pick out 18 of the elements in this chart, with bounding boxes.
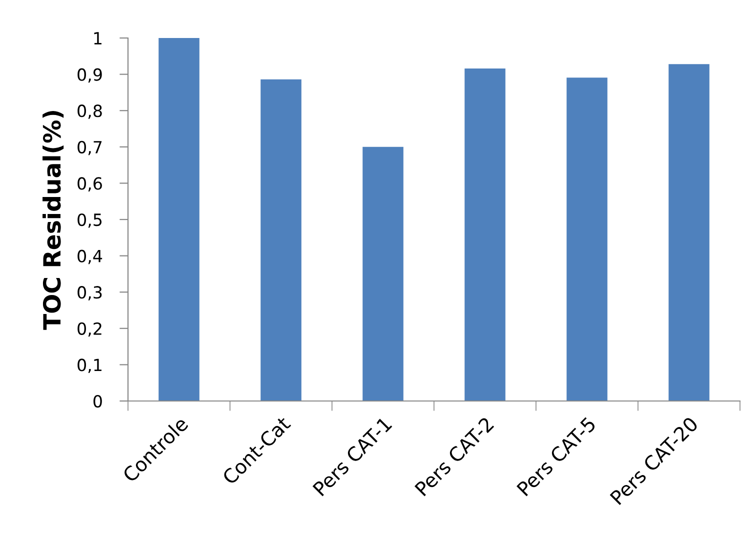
y-tick-label: 0,8 [78, 104, 102, 119]
bar [668, 64, 710, 401]
y-axis-title: TOC Residual(%) [42, 111, 64, 330]
y-tick-label: 0 [93, 394, 102, 408]
y-tick-label: 0,2 [78, 322, 102, 337]
y-tick-label: 0,9 [78, 68, 102, 83]
bar [362, 146, 404, 401]
bar [260, 79, 302, 401]
bar [566, 78, 608, 401]
y-tick-label: 1 [94, 32, 102, 44]
y-tick-label: 0,4 [78, 250, 102, 264]
y-tick-label: 0,7 [78, 140, 102, 156]
bar [158, 38, 200, 401]
y-tick-label: 0,6 [78, 177, 102, 192]
y-tick-label: 0,5 [78, 213, 102, 228]
bar [464, 68, 506, 401]
y-tick-label: 0,3 [78, 286, 102, 300]
y-tick-label: 0,1 [78, 358, 102, 373]
